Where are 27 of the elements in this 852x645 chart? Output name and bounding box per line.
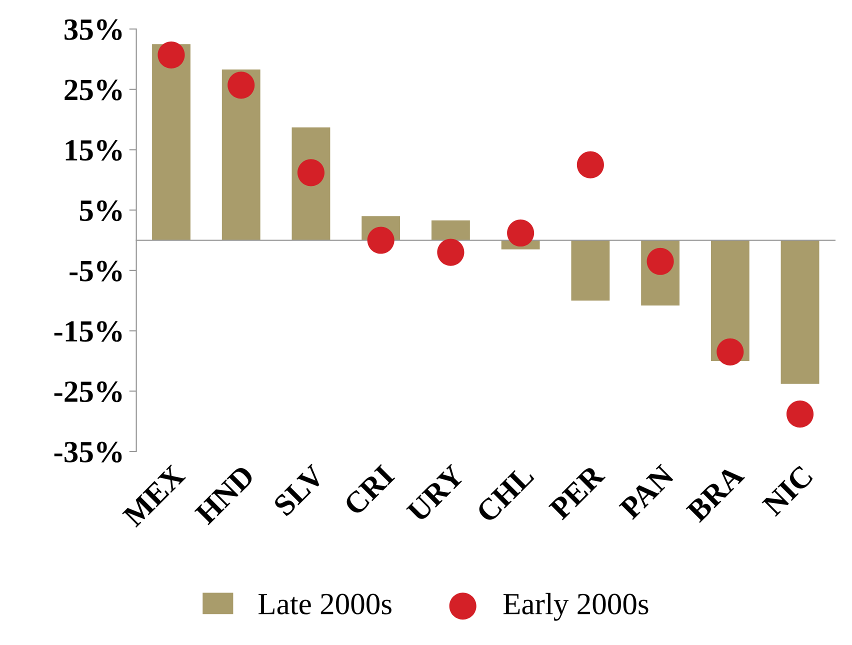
x-tick-label: CHL [475, 464, 535, 524]
y-tick-label: -5% [70, 260, 122, 282]
bar [571, 240, 610, 301]
y-tick-label: 25% [64, 80, 122, 100]
point [786, 400, 814, 428]
bar [780, 240, 820, 384]
y-tick-label: 15% [66, 140, 122, 161]
x-tick-label: NIC [762, 464, 814, 518]
point [507, 219, 534, 247]
y-tick-label: -25% [54, 381, 122, 402]
y-tick-label: -35% [54, 442, 122, 462]
point [367, 226, 394, 254]
point [297, 159, 325, 186]
point [576, 151, 604, 178]
point [158, 41, 185, 69]
bar [222, 69, 260, 240]
bar [152, 44, 190, 240]
point [228, 72, 255, 99]
y-tick-label: 35% [64, 19, 122, 40]
legend-label: Late 2000s [258, 594, 392, 614]
x-tick-label: CRI [342, 464, 396, 516]
bar [431, 220, 470, 240]
point [437, 238, 464, 266]
legend-label: Early 2000s [503, 592, 648, 621]
point [716, 338, 744, 366]
y-tick-label: -15% [54, 321, 122, 342]
y-tick-label: 5% [80, 200, 122, 222]
